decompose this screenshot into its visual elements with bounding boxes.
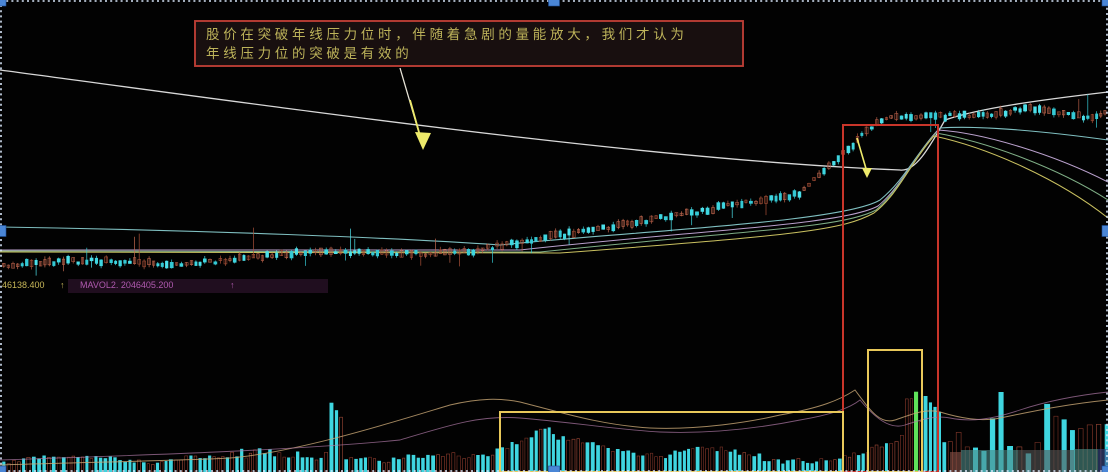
svg-text:股价在突破年线压力位时，伴随着急剧的量能放大，我们才认为: 股价在突破年线压力位时，伴随着急剧的量能放大，我们才认为	[206, 26, 688, 42]
svg-text:MAVOL2. 2046405.200: MAVOL2. 2046405.200	[80, 280, 173, 290]
svg-text:年线压力位的突破是有效的: 年线压力位的突破是有效的	[206, 46, 412, 61]
svg-text:↑: ↑	[230, 280, 235, 290]
svg-text:46138.400: 46138.400	[2, 280, 45, 290]
svg-text:↑: ↑	[60, 280, 65, 290]
